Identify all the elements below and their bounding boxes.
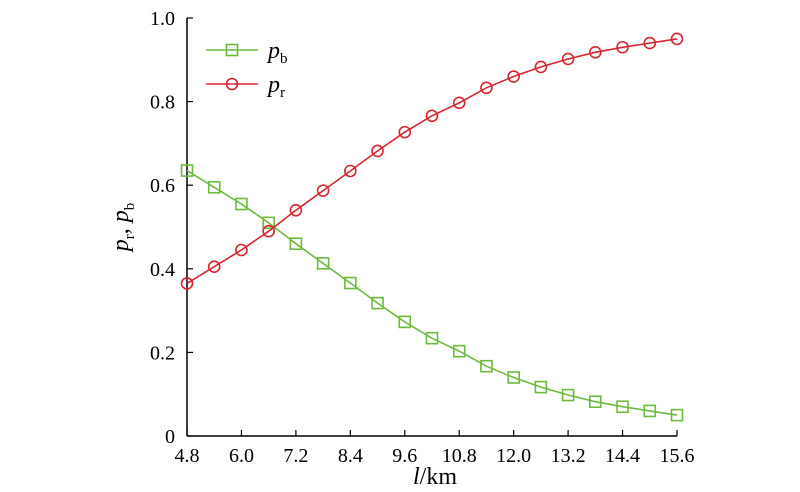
axes — [186, 18, 677, 437]
marker-b — [235, 197, 248, 211]
marker-b — [371, 296, 384, 310]
marker-b — [398, 315, 412, 329]
marker-b — [616, 400, 629, 414]
marker-b — [180, 164, 194, 177]
x-tick-label: 13.2 — [551, 445, 586, 467]
marker-r — [643, 36, 657, 50]
x-tick-label: 15.6 — [660, 445, 695, 467]
marker-r — [316, 184, 330, 197]
series-line-r — [186, 38, 678, 285]
x-axis-label-unit: /km — [420, 464, 458, 490]
marker-b — [425, 331, 439, 345]
legend-item-r: pr — [206, 72, 285, 101]
marker-r — [425, 109, 439, 123]
marker-r — [371, 144, 384, 158]
marker-b — [643, 404, 657, 418]
ticks: 0 0.2 0.4 0.6 0.8 1.0 4.8 6.0 7.2 8.4 9.6 10.8 12.0 1… — [150, 8, 695, 467]
marker-b — [452, 344, 466, 358]
legend: pb pr — [206, 38, 288, 101]
y-axis-label-sep: , — [108, 222, 134, 234]
x-tick-label: 8.4 — [338, 445, 363, 467]
marker-legend-r — [225, 77, 239, 91]
marker-r — [507, 70, 520, 83]
marker-b — [207, 180, 221, 194]
series-b — [180, 164, 684, 422]
marker-b — [344, 276, 357, 290]
marker-r — [289, 203, 303, 217]
marker-r — [344, 164, 357, 178]
marker-b — [316, 257, 330, 270]
marker-b — [289, 237, 303, 251]
y-tick-label: 0 — [165, 426, 175, 448]
x-tick-label: 9.6 — [392, 445, 417, 467]
marker-r — [180, 277, 194, 290]
y-axis-label: pr, pb — [108, 203, 138, 254]
y-tick-label: 0.6 — [150, 175, 175, 197]
x-tick-label: 7.2 — [283, 445, 308, 467]
marker-b — [561, 388, 575, 402]
y-axis-label-s2: b — [122, 203, 138, 211]
x-tick-label: 4.8 — [175, 445, 200, 467]
x-axis-label-var: l — [413, 464, 420, 490]
series-r — [180, 32, 684, 290]
marker-r — [561, 52, 575, 66]
marker-r — [235, 243, 248, 257]
marker-b — [670, 408, 684, 422]
x-tick-label: 14.4 — [605, 445, 640, 467]
y-axis-label-p1: p — [108, 239, 134, 253]
marker-b — [534, 380, 548, 394]
x-tick-label: 10.8 — [442, 445, 477, 467]
legend-item-b: pb — [206, 38, 288, 67]
marker-legend-b — [225, 43, 239, 57]
marker-r — [480, 81, 493, 95]
marker-b — [589, 395, 602, 409]
marker-b — [480, 359, 493, 373]
marker-r — [589, 45, 602, 59]
x-tick-label: 12.0 — [496, 445, 531, 467]
marker-r — [670, 32, 684, 46]
y-tick-label: 1.0 — [150, 8, 175, 30]
y-tick-label: 0.2 — [150, 342, 175, 364]
x-axis-label: l/km — [413, 464, 457, 490]
marker-b — [262, 216, 275, 230]
legend-label: pr — [266, 72, 285, 101]
marker-b — [507, 371, 520, 384]
marker-r — [616, 40, 629, 54]
x-tick-label: 6.0 — [229, 445, 254, 467]
marker-r — [452, 96, 466, 110]
marker-r — [534, 60, 548, 74]
y-tick-label: 0.4 — [150, 259, 175, 281]
legend-label: pb — [266, 38, 288, 67]
y-axis-label-p2: p — [108, 210, 134, 224]
series-line-b — [186, 169, 678, 416]
y-tick-label: 0.8 — [150, 92, 175, 114]
series-layer — [180, 32, 684, 422]
y-axis-label-s1: r — [122, 234, 138, 239]
marker-r — [207, 260, 221, 274]
marker-r — [262, 224, 275, 238]
marker-r — [398, 125, 412, 139]
